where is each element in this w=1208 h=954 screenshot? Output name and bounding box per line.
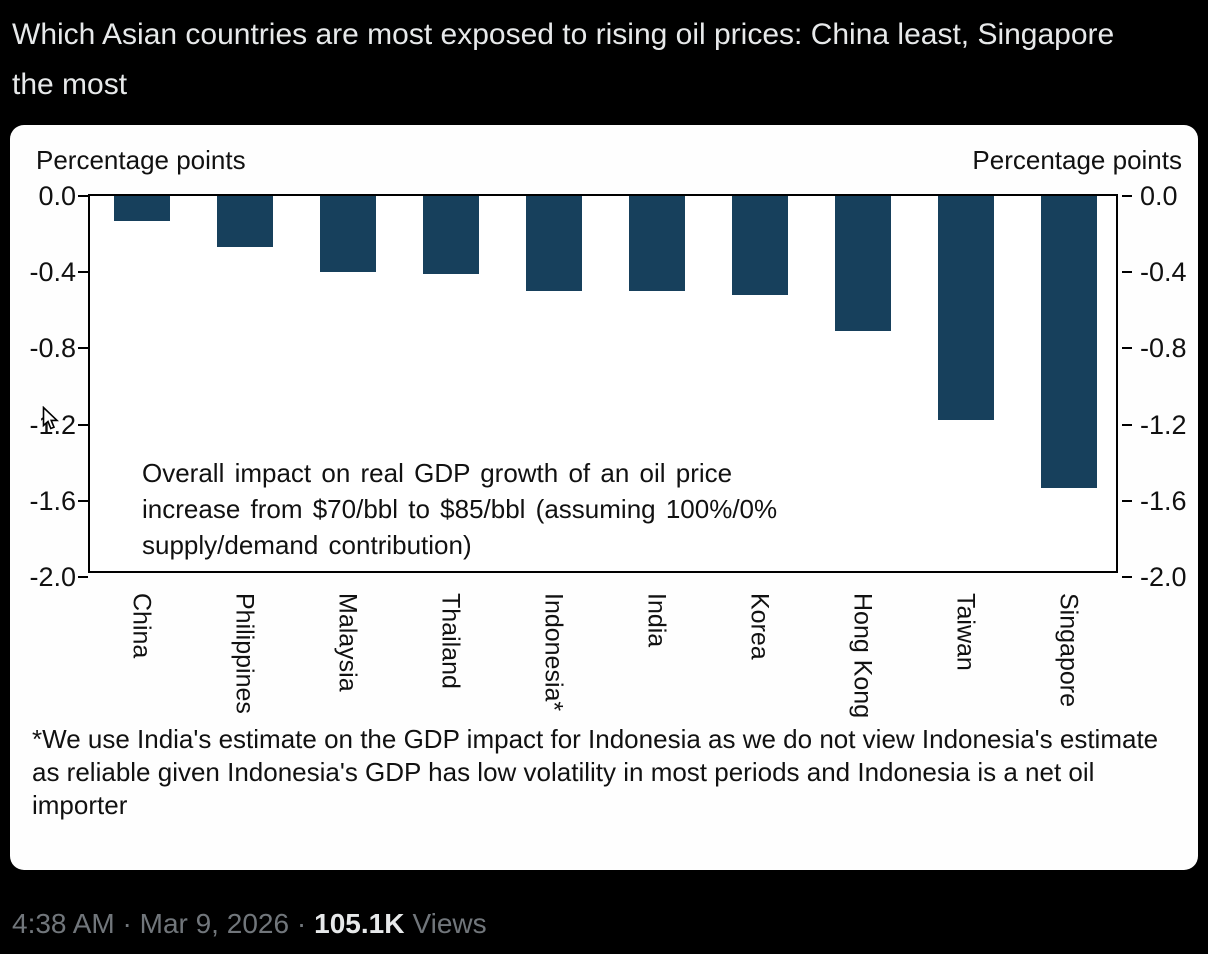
chart-footnote: *We use India's estimate on the GDP impa… [32, 724, 1159, 820]
right-axis-title: Percentage points [972, 145, 1182, 175]
ytick-label-right--1.2: -1.2 [1140, 409, 1187, 440]
bar-taiwan [937, 196, 994, 420]
xlabel-india: India [642, 593, 671, 648]
ytick-mark-right--0.8 [1122, 347, 1132, 350]
ytick-mark-right-0.0 [1122, 195, 1132, 197]
ytick-label-left--0.4: -0.4 [29, 257, 76, 288]
ytick-mark-right--1.2 [1122, 423, 1132, 426]
ytick-label-right-0.0: 0.0 [1140, 181, 1178, 211]
ytick-mark-right--1.6 [1122, 499, 1132, 502]
xlabel-korea: Korea [745, 593, 774, 660]
ytick-mark-right--2.0 [1122, 576, 1132, 578]
tweet-meta: 4:38 AM · Mar 9, 2026 · 105.1K Views [12, 908, 487, 940]
xlabel-thailand: Thailand [436, 593, 465, 689]
ytick-label-right--0.8: -0.8 [1140, 333, 1187, 364]
tweet-timestamp: 4:38 AM · Mar 9, 2026 · [12, 908, 307, 939]
chart-annotation: Overall impact on real GDP growth of an … [142, 458, 778, 560]
bar-hong-kong [834, 196, 891, 331]
tweet-text: Which Asian countries are most exposed t… [12, 18, 1115, 101]
xlabel-indonesia: Indonesia* [539, 593, 568, 712]
mouse-cursor-icon [42, 406, 59, 430]
bar-singapore [1040, 196, 1097, 488]
bar-philippines [216, 196, 273, 248]
bar-malaysia [319, 196, 376, 272]
ytick-mark-left-0.0 [78, 195, 88, 197]
bar-indonesia [525, 196, 582, 291]
bar-china [113, 196, 170, 221]
xlabel-singapore: Singapore [1054, 593, 1083, 707]
ytick-label-left--1.6: -1.6 [29, 485, 76, 516]
xlabel-taiwan: Taiwan [951, 593, 980, 671]
ytick-mark-left--2.0 [78, 576, 88, 578]
xlabel-malaysia: Malaysia [333, 593, 362, 692]
plot-area: Overall impact on real GDP growth of an … [88, 194, 1118, 573]
xlabel-china: China [127, 593, 156, 659]
chart-card[interactable]: Percentage points Percentage points Over… [10, 125, 1198, 870]
ytick-mark-left--0.8 [78, 347, 88, 350]
views-label: Views [412, 908, 487, 939]
ytick-mark-left--0.4 [78, 271, 88, 274]
ytick-mark-left--1.2 [78, 423, 88, 426]
xlabel-philippines: Philippines [230, 593, 259, 714]
left-axis-title: Percentage points [36, 145, 246, 175]
ytick-label-left-0.0: 0.0 [38, 181, 76, 211]
ytick-mark-right--0.4 [1122, 271, 1132, 274]
xlabel-hong-kong: Hong Kong [848, 593, 877, 719]
bar-india [628, 196, 685, 291]
ytick-label-right--2.0: -2.0 [1140, 562, 1187, 592]
bar-korea [731, 196, 788, 295]
ytick-label-left--2.0: -2.0 [29, 562, 76, 592]
ytick-label-right--1.6: -1.6 [1140, 485, 1187, 516]
ytick-mark-left--1.6 [78, 499, 88, 502]
bar-thailand [422, 196, 479, 274]
ytick-label-left--0.8: -0.8 [29, 333, 76, 364]
ytick-label-right--0.4: -0.4 [1140, 257, 1187, 288]
views-count: 105.1K [314, 908, 405, 939]
